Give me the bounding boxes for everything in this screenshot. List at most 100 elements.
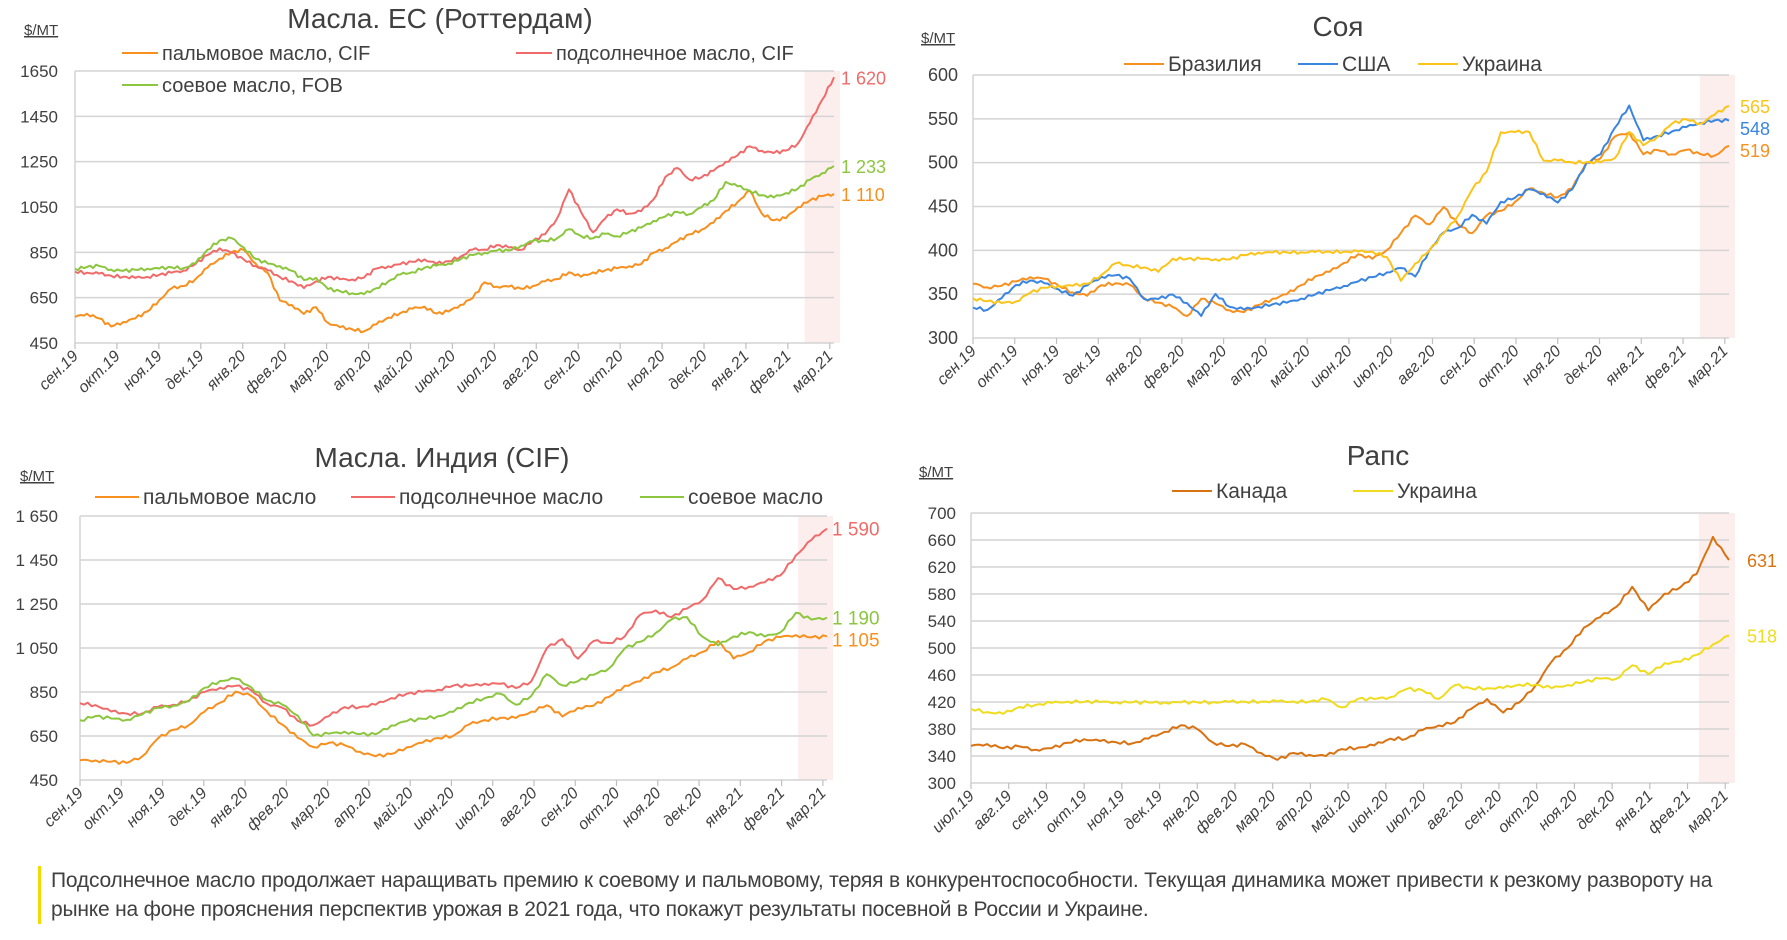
x-tick-label: дек.19 (1059, 343, 1105, 389)
x-tick-label: сен.20 (1460, 788, 1506, 834)
legend-label: США (1342, 53, 1390, 76)
y-tick-label: 350 (928, 284, 958, 304)
unit-label: $/MT (24, 22, 58, 39)
series-line-1 (970, 634, 1730, 715)
x-tick-label: фев.21 (739, 785, 789, 835)
x-tick-label: окт.20 (1495, 788, 1544, 837)
end-value-label: 565 (1740, 97, 1770, 117)
x-tick-label: сен.19 (36, 348, 82, 394)
x-tick-label: фев.20 (242, 348, 292, 398)
end-value-label: 1 620 (841, 68, 886, 88)
end-value-label: 1 110 (841, 185, 885, 205)
y-tick-label: 1650 (20, 62, 58, 81)
x-tick-label: май.20 (369, 348, 417, 396)
x-tick-label: ноя.19 (1017, 343, 1063, 389)
series-line-1 (79, 527, 828, 727)
y-tick-label: 450 (30, 771, 58, 790)
x-tick-label: сен.19 (1007, 788, 1053, 834)
x-tick-label: дек.19 (162, 348, 208, 394)
x-tick-label: мар.21 (1684, 788, 1732, 836)
highlight-band (798, 516, 833, 780)
chart-title: Масла. ЕС (Роттердам) (287, 3, 592, 34)
x-tick-label: авг.20 (1423, 788, 1469, 834)
x-tick-label: сен.20 (539, 348, 585, 394)
end-value-label: 548 (1740, 119, 1770, 139)
y-tick-label: 650 (30, 727, 58, 746)
x-tick-label: июн.20 (1307, 343, 1356, 392)
legend-label: Канада (1216, 480, 1287, 503)
y-tick-label: 1 250 (15, 595, 58, 614)
x-tick-label: апр.20 (329, 348, 376, 395)
y-tick-label: 600 (928, 65, 958, 85)
chart-rapeseed: 300340380420460500540580620660700июл.19а… (919, 440, 1777, 837)
y-tick-label: 1250 (20, 153, 58, 172)
x-tick-label: июл.20 (452, 348, 501, 397)
chart-eu: 4506508501050125014501650сен.19окт.19ноя… (20, 3, 886, 397)
y-tick-label: 400 (928, 240, 958, 260)
x-tick-label: авг.20 (1394, 343, 1440, 389)
x-tick-label: окт.19 (75, 348, 124, 397)
x-tick-label: окт.20 (578, 348, 627, 397)
end-value-label: 519 (1740, 141, 1770, 161)
x-tick-label: окт.19 (973, 343, 1022, 392)
x-tick-label: дек.20 (665, 348, 711, 394)
end-value-label: 1 590 (832, 520, 880, 541)
y-tick-label: 1050 (20, 198, 58, 217)
x-tick-label: авг.20 (495, 785, 541, 831)
unit-label: $/MT (921, 30, 955, 47)
x-tick-label: май.20 (1266, 343, 1314, 391)
y-tick-label: 660 (928, 531, 956, 550)
x-tick-label: окт.19 (1042, 788, 1091, 837)
x-tick-label: фев.20 (244, 785, 294, 835)
end-value-label: 518 (1747, 627, 1777, 647)
legend-label: подсолнечное масло (399, 486, 603, 509)
x-tick-label: мар.21 (789, 348, 837, 396)
x-tick-label: янв.20 (1100, 343, 1147, 390)
end-value-label: 1 233 (841, 157, 886, 177)
y-tick-label: 1 650 (15, 507, 58, 526)
x-tick-label: янв.21 (701, 785, 748, 832)
series-line-0 (74, 189, 835, 334)
y-tick-label: 1 050 (15, 639, 58, 658)
x-tick-label: окт.20 (575, 785, 624, 834)
x-tick-label: июл.20 (451, 785, 500, 834)
series-line-1 (972, 104, 1730, 317)
chart-soy: 300350400450500550600сен.19окт.19ноя.19д… (921, 11, 1770, 392)
x-tick-label: мар.20 (285, 348, 333, 396)
x-tick-label: май.20 (369, 785, 417, 833)
x-tick-label: янв.21 (706, 348, 753, 395)
x-tick-label: янв.21 (1610, 788, 1657, 835)
x-tick-label: мар.20 (286, 785, 334, 833)
y-tick-label: 300 (928, 774, 956, 793)
y-tick-label: 850 (30, 683, 58, 702)
x-tick-label: апр.20 (1226, 343, 1273, 390)
y-tick-label: 300 (928, 328, 958, 348)
y-tick-label: 650 (30, 289, 58, 308)
series-line-2 (972, 104, 1730, 305)
legend-label: Бразилия (1168, 53, 1262, 76)
x-tick-label: дек.20 (660, 785, 706, 831)
x-tick-label: ноя.19 (120, 348, 166, 394)
x-tick-label: июн.20 (1344, 788, 1393, 837)
x-tick-label: дек.19 (165, 785, 211, 831)
series-line-2 (74, 165, 835, 296)
y-tick-label: 500 (928, 639, 956, 658)
x-tick-label: янв.20 (205, 785, 252, 832)
y-tick-label: 620 (928, 558, 956, 577)
unit-label: $/MT (20, 468, 54, 485)
x-tick-label: апр.20 (329, 785, 376, 832)
y-tick-label: 540 (928, 612, 956, 631)
chart-title: Масла. Индия (CIF) (315, 442, 570, 473)
legend-label: Украина (1397, 480, 1477, 503)
series-line-1 (74, 76, 835, 290)
x-tick-label: дек.20 (1573, 788, 1619, 834)
chart-title: Рапс (1347, 440, 1409, 471)
x-tick-label: янв.20 (1157, 788, 1204, 835)
y-tick-label: 500 (928, 153, 958, 173)
series-line-2 (79, 611, 828, 738)
y-tick-label: 850 (30, 243, 58, 262)
x-tick-label: мар.21 (1684, 343, 1732, 391)
x-tick-label: мар.21 (782, 785, 830, 833)
y-tick-label: 550 (928, 109, 958, 129)
x-tick-label: апр.20 (1271, 788, 1318, 835)
